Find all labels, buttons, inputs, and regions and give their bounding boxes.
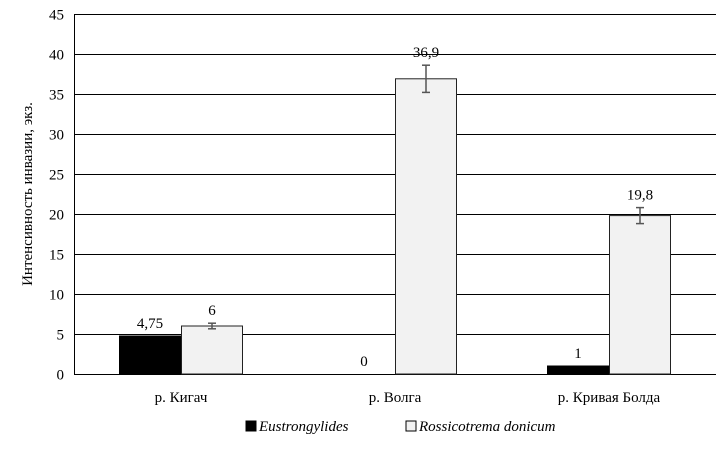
y-tick-label: 25	[49, 168, 64, 184]
bar-rossicotrema	[181, 325, 243, 375]
y-axis-title: Интенсивность инвазии, экз.	[20, 102, 36, 286]
y-tick-label: 10	[49, 288, 64, 304]
bar-rossicotrema	[395, 78, 457, 375]
bar-rossicotrema	[609, 215, 671, 375]
legend-swatch-rossicotrema	[405, 420, 417, 432]
bar-eustrongylides	[119, 335, 181, 375]
y-tick-label: 5	[57, 328, 65, 344]
data-label: 36,9	[413, 45, 439, 61]
x-category-label: р. Кривая Болда	[558, 390, 661, 406]
y-tick-label: 30	[49, 128, 64, 144]
data-labels: 4,75 6 0 36,9 1 19,8	[137, 45, 653, 370]
legend-label-rossicotrema: Rossicotrema donicum	[418, 419, 556, 435]
x-category-label: р. Волга	[369, 390, 422, 406]
y-tick-label: 15	[49, 248, 64, 264]
y-tick-label: 20	[49, 208, 64, 224]
legend-swatch-eustrongylides	[245, 420, 257, 432]
data-label: 0	[360, 354, 368, 370]
legend-label-eustrongylides: Eustrongylides	[258, 419, 349, 435]
y-tick-label: 40	[49, 48, 64, 64]
data-label: 4,75	[137, 316, 163, 332]
data-label: 19,8	[627, 188, 653, 204]
legend: Eustrongylides Rossicotrema donicum	[245, 419, 556, 435]
y-tick-label: 45	[49, 8, 64, 24]
x-category-label: р. Кигач	[155, 390, 208, 406]
data-label: 1	[574, 346, 582, 362]
bars	[119, 64, 671, 375]
data-label: 6	[208, 303, 216, 319]
y-tick-label: 35	[49, 88, 64, 104]
bar-eustrongylides	[547, 365, 609, 375]
y-tick-label: 0	[57, 368, 65, 384]
